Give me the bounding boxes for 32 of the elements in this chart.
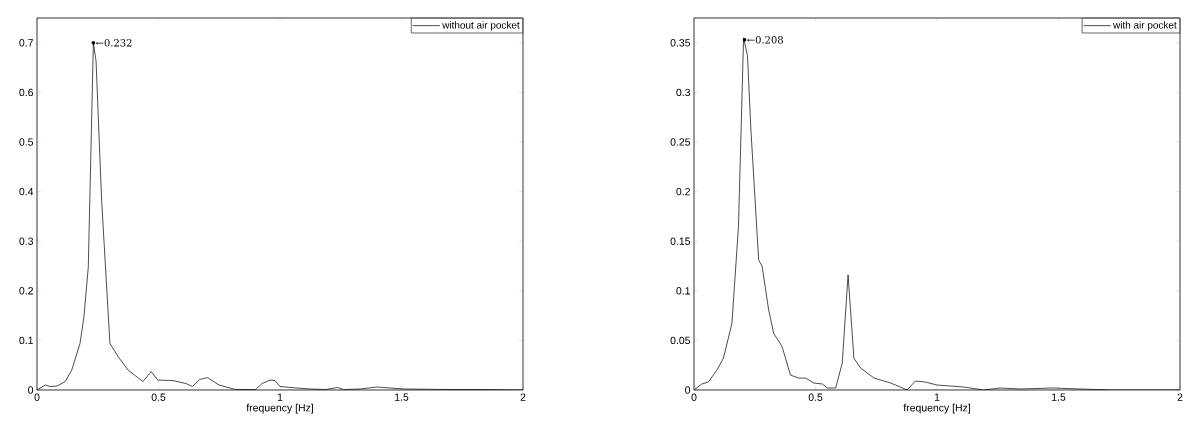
y-tick-label: 0.3 [19, 237, 34, 245]
y-tick-label: 0.7 [19, 39, 33, 47]
y-tick-label: 0.6 [19, 88, 34, 97]
y-tick-label: 0.3 [676, 88, 691, 97]
y-tick-label: 0 [685, 386, 691, 394]
x-tick-label: 0.5 [808, 393, 823, 401]
x-tick-label: 1 [934, 393, 940, 401]
y-tick-label: 0.2 [19, 287, 33, 295]
y-tick-label: 0.15 [670, 237, 691, 245]
x-tick-label: 1.5 [395, 393, 409, 401]
y-tick-label: 0.4 [19, 187, 34, 196]
y-tick-label: 0.2 [676, 187, 690, 196]
y-tick-label: 0 [28, 386, 34, 394]
annotation: ←0.232 [95, 39, 132, 47]
x-tick-label: 1.5 [1052, 393, 1066, 401]
y-tick-label: 0.35 [670, 39, 691, 47]
x-axis-title: frequency [Hz] [903, 403, 970, 414]
x-tick-label: 0 [34, 393, 40, 401]
y-tick-label: 0.5 [19, 138, 34, 146]
x-tick-label: 0 [691, 393, 697, 401]
annotation: ←0.208 [747, 36, 783, 44]
legend-label: without air pocket [442, 21, 520, 31]
x-tick-label: 2 [520, 393, 526, 401]
y-tick-label: 0.05 [670, 336, 691, 345]
x-tick-label: 1 [277, 393, 283, 401]
y-tick-label: 0.25 [670, 138, 691, 146]
y-tick-label: 0.1 [676, 287, 690, 295]
y-tick-label: 0.1 [19, 336, 33, 345]
x-tick-label: 0.5 [151, 393, 166, 401]
x-axis-title: frequency [Hz] [246, 403, 313, 414]
legend-label: with air pocket [1113, 21, 1177, 31]
x-tick-label: 2 [1177, 393, 1183, 401]
